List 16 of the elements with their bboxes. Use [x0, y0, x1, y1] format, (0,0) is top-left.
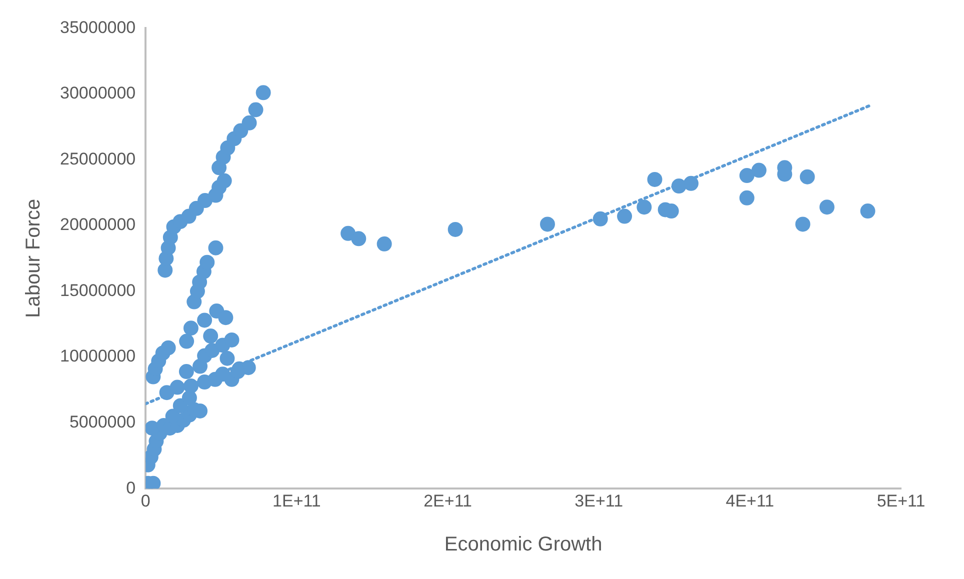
y-tick-label: 5000000 [69, 412, 136, 432]
x-tick-label: 5E+11 [876, 491, 926, 510]
x-axis-title: Economic Growth [444, 534, 602, 556]
y-tick-label: 35000000 [60, 18, 136, 37]
x-tick-label: 0 [140, 491, 150, 510]
y-tick-label: 15000000 [60, 280, 136, 300]
y-tick-label: 20000000 [60, 215, 136, 234]
x-tick-label: 4E+11 [726, 491, 774, 510]
x-tick-label: 3E+11 [574, 491, 624, 510]
y-tick-label: 0 [126, 478, 136, 498]
y-axis-title: Labour Force [22, 198, 45, 318]
x-tick-label: 2E+11 [424, 491, 472, 510]
x-tick-label: 1E+11 [272, 491, 321, 510]
y-tick-label: 30000000 [60, 84, 136, 103]
y-tick-label: 25000000 [60, 149, 136, 168]
y-tick-label: 10000000 [60, 346, 136, 366]
